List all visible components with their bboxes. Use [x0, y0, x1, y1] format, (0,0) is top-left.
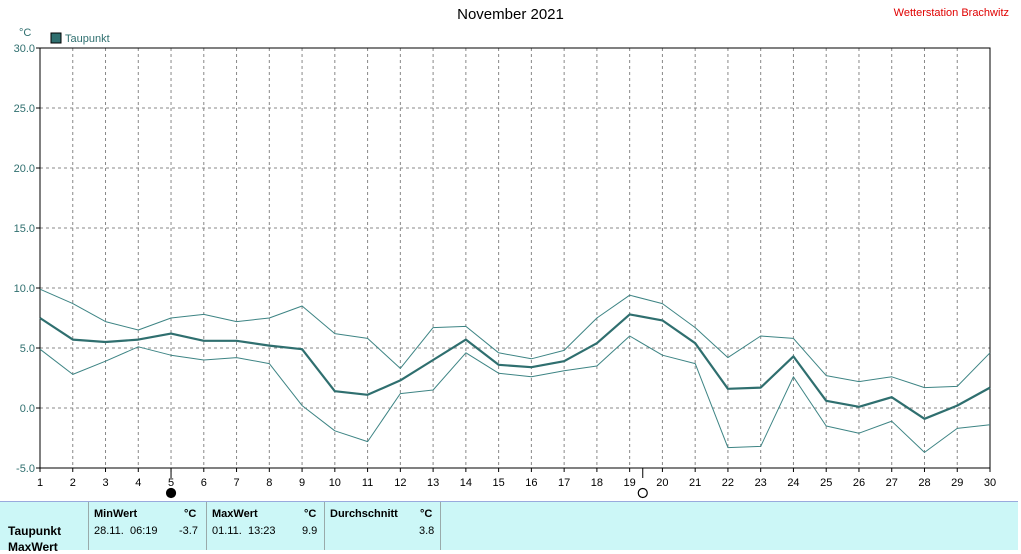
x-tick-label: 15 [492, 477, 504, 489]
legend: Taupunkt [50, 32, 110, 45]
tick-labels: 1 2 3 4 5 6 7 8 9 10 11 12 13 14 15 16 17 18 19 20 21 22 23 24 2… [14, 43, 997, 489]
legend-swatch [50, 32, 62, 44]
x-tick-label: 10 [329, 477, 341, 489]
x-tick-label: 12 [394, 477, 406, 489]
series-line-taupunkt [39, 313, 991, 420]
min-date: 28.11. [94, 525, 124, 537]
avg-value: 3.8 [419, 525, 435, 537]
max-unit: °C [304, 508, 317, 520]
series-lines [39, 288, 991, 453]
summary-min-col: MinWert °C 28.11. 06:19 -3.7 [88, 502, 207, 550]
avg-header: Durchschnitt [330, 508, 398, 520]
x-tick-label: 16 [525, 477, 537, 489]
x-tick-label: 3 [102, 477, 108, 489]
row-label-taupunkt: Taupunkt [8, 524, 62, 538]
series-line-upper [39, 288, 991, 389]
chart-title: November 2021 [457, 6, 564, 23]
x-tick-label: 22 [722, 477, 734, 489]
y-tick-label: -5.0 [16, 463, 35, 475]
x-tick-label: 29 [951, 477, 963, 489]
y-tick-label: 0.0 [20, 403, 35, 415]
x-tick-label: 4 [135, 477, 141, 489]
row-label-maxwert: MaxWert [8, 540, 58, 554]
summary-table: Taupunkt MaxWert MinWert °C 28.11. 06:19… [0, 501, 1018, 554]
y-tick-label: 5.0 [20, 343, 35, 355]
dewpoint-chart: 1 2 3 4 5 6 7 8 9 10 11 12 13 14 15 16 17 18 19 20 21 22 23 24 2… [14, 27, 997, 499]
summary-avg-col: Durchschnitt °C 3.8 [324, 502, 441, 550]
x-tick-label: 11 [362, 477, 373, 489]
series-line-lower [39, 335, 991, 453]
max-value: 9.9 [302, 525, 318, 537]
x-tick-label: 5 [168, 477, 174, 489]
y-tick-label: 30.0 [14, 43, 35, 55]
x-tick-label: 13 [427, 477, 439, 489]
x-tick-label: 9 [299, 477, 305, 489]
x-tick-label: 17 [558, 477, 570, 489]
x-tick-label: 8 [266, 477, 272, 489]
min-value: -3.7 [179, 525, 198, 537]
full-moon-icon [637, 487, 648, 499]
min-unit: °C [184, 508, 197, 520]
x-tick-label: 6 [201, 477, 207, 489]
x-tick-label: 18 [591, 477, 603, 489]
plot-frame [39, 47, 991, 469]
max-time: 13:23 [248, 525, 276, 537]
max-header: MaxWert [212, 508, 258, 520]
summary-label-col: Taupunkt MaxWert [0, 502, 89, 554]
y-tick-label: 15.0 [14, 223, 35, 235]
x-tick-label: 28 [918, 477, 930, 489]
y-unit-label: °C [19, 27, 31, 39]
summary-max-col: MaxWert °C 01.11. 13:23 9.9 [206, 502, 325, 550]
x-tick-label: 14 [460, 477, 472, 489]
x-tick-label: 19 [624, 477, 636, 489]
min-header: MinWert [94, 508, 138, 520]
y-tick-label: 20.0 [14, 163, 35, 175]
x-tick-label: 21 [689, 477, 701, 489]
x-tick-label: 7 [233, 477, 239, 489]
min-time: 06:19 [130, 525, 158, 537]
x-tick-label: 24 [787, 477, 799, 489]
station-name: Wetterstation Brachwitz [893, 7, 1009, 19]
avg-unit: °C [420, 508, 433, 520]
y-tick-label: 10.0 [14, 283, 35, 295]
x-tick-label: 26 [853, 477, 865, 489]
new-moon-icon [165, 487, 177, 499]
x-tick-label: 27 [886, 477, 898, 489]
legend-label: Taupunkt [65, 33, 110, 45]
x-tick-label: 23 [755, 477, 767, 489]
x-tick-label: 1 [37, 477, 43, 489]
y-tick-label: 25.0 [14, 103, 35, 115]
axes [36, 47, 991, 472]
max-date: 01.11. [212, 525, 242, 537]
grid-lines [40, 48, 990, 468]
x-tick-label: 2 [70, 477, 76, 489]
moon-phases [165, 468, 648, 499]
x-tick-label: 30 [984, 477, 996, 489]
x-tick-label: 20 [656, 477, 668, 489]
x-tick-label: 25 [820, 477, 832, 489]
